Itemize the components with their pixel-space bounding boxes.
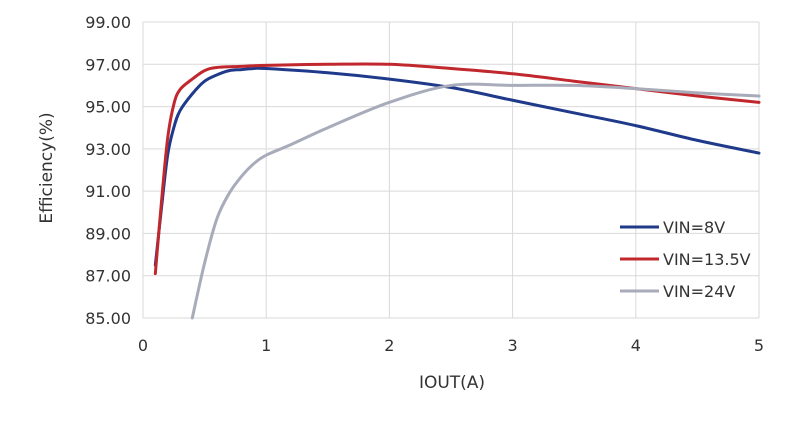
x-tick-label: 0 [138,336,148,355]
grid-lines [142,21,760,319]
legend-label: VIN=24V [663,282,735,301]
y-tick-label: 99.00 [85,13,131,32]
x-tick-label: 5 [754,336,764,355]
series-line [153,66,761,267]
x-tick-label: 1 [261,336,271,355]
series-lines [153,62,761,320]
y-tick-label: 91.00 [85,182,131,201]
series-line [190,82,761,320]
series-line [153,62,761,276]
y-tick-label: 85.00 [85,309,131,328]
x-axis-label: IOUT(A) [419,373,485,393]
y-tick-label: 87.00 [85,267,131,286]
x-tick-labels: 0 1 2 3 4 5 [138,336,764,355]
x-tick-label: 2 [384,336,394,355]
y-tick-label: 89.00 [85,224,131,243]
y-tick-label: 97.00 [85,55,131,74]
y-tick-labels: 85.00 87.00 89.00 91.00 93.00 95.00 97.00 99.00 [85,13,131,328]
x-tick-label: 3 [508,336,518,355]
legend-label: VIN=13.5V [663,250,751,269]
legend: VIN=8V VIN=13.5V VIN=24V [620,218,751,301]
y-tick-label: 93.00 [85,140,131,159]
y-axis-label: Efficiency(%) [37,112,57,223]
y-tick-label: 95.00 [85,98,131,117]
x-tick-label: 4 [631,336,641,355]
legend-label: VIN=8V [663,218,725,237]
